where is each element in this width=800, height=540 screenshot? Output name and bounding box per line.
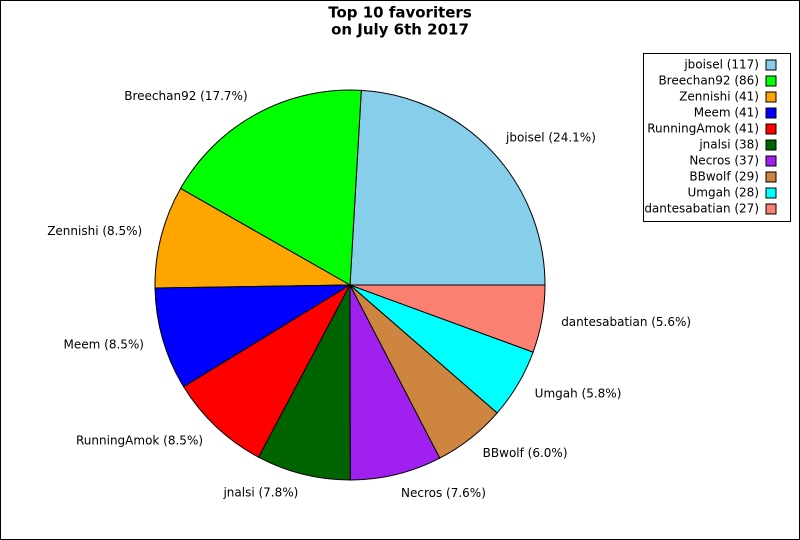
legend-swatch xyxy=(765,155,777,167)
legend-label: Meem (41) xyxy=(694,106,759,120)
pie-slice xyxy=(179,89,362,286)
legend-swatch xyxy=(765,91,777,103)
legend-label: RunningAmok (41) xyxy=(647,122,759,136)
legend-label: jboisel (117) xyxy=(683,58,759,72)
legend-swatch xyxy=(765,171,777,183)
slice-label: RunningAmok (8.5%) xyxy=(76,434,203,448)
legend-label: Umgah (28) xyxy=(688,186,760,200)
pie-slice xyxy=(349,89,546,286)
pie-slice xyxy=(182,283,352,458)
pie-slice xyxy=(257,284,351,481)
slice-label: Breechan92 (17.7%) xyxy=(124,89,247,103)
legend-label: jnalsi (38) xyxy=(698,138,759,152)
pie-slice xyxy=(154,284,352,388)
pie-slice xyxy=(154,187,352,289)
legend-swatch xyxy=(765,107,777,119)
slice-label: dantesabatian (5.6%) xyxy=(561,315,691,329)
slice-label: Zennishi (8.5%) xyxy=(47,224,142,238)
legend-swatch xyxy=(765,187,777,199)
slice-label: jboisel (24.1%) xyxy=(505,130,596,144)
chart-title: Top 10 favoriters xyxy=(328,4,472,22)
chart-title: on July 6th 2017 xyxy=(331,21,469,39)
pie-slice xyxy=(349,284,546,353)
slice-label: Meem (8.5%) xyxy=(64,337,144,351)
legend-swatch xyxy=(765,139,777,151)
legend-label: dantesabatian (27) xyxy=(644,202,759,216)
slice-label: Umgah (5.8%) xyxy=(535,387,622,401)
legend-swatch xyxy=(765,75,777,87)
slice-label: BBwolf (6.0%) xyxy=(483,446,568,460)
slice-label: Necros (7.6%) xyxy=(401,486,486,500)
slice-label: jnalsi (7.8%) xyxy=(222,486,298,500)
legend-label: BBwolf (29) xyxy=(689,170,759,184)
legend-swatch xyxy=(765,59,777,71)
legend-swatch xyxy=(765,203,777,215)
legend-label: Zennishi (41) xyxy=(679,90,759,104)
legend-label: Necros (37) xyxy=(689,154,759,168)
legend-swatch xyxy=(765,123,777,135)
legend-label: Breechan92 (86) xyxy=(658,74,759,88)
